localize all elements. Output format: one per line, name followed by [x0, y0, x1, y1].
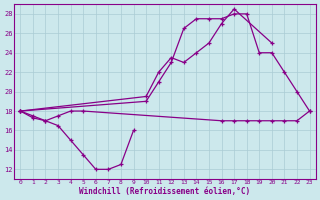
X-axis label: Windchill (Refroidissement éolien,°C): Windchill (Refroidissement éolien,°C): [79, 187, 251, 196]
